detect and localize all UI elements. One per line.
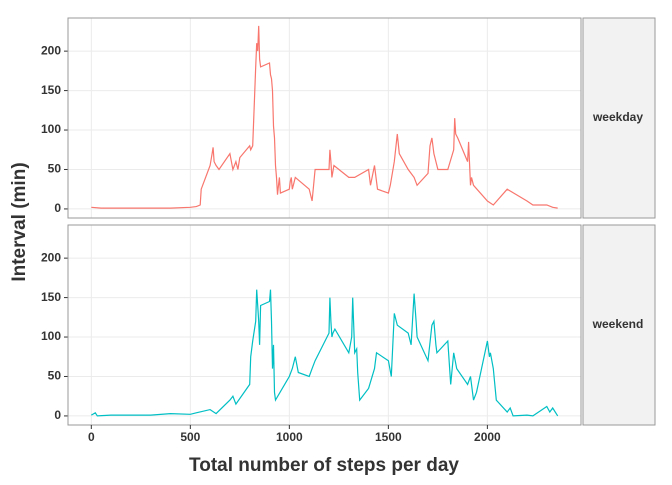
y-tick-label: 50 [48, 162, 62, 176]
strip-label: weekday [592, 110, 643, 124]
y-tick-label: 100 [41, 122, 61, 136]
x-tick-label: 1000 [276, 430, 303, 444]
x-tick-label: 500 [180, 430, 200, 444]
strip [582, 17, 656, 219]
y-tick-label: 100 [41, 329, 61, 343]
y-tick-label: 50 [48, 369, 62, 383]
panel [68, 225, 581, 425]
y-tick-label: 0 [54, 408, 61, 422]
line [91, 289, 559, 417]
x-tick-label: 1500 [375, 430, 402, 444]
x-tick-label: 0 [88, 430, 95, 444]
strip [582, 224, 656, 426]
panel [68, 18, 581, 218]
y-tick-label: 0 [54, 201, 61, 215]
y-tick-label: 200 [41, 250, 61, 264]
x-axis-title: Total number of steps per day [189, 455, 459, 476]
y-axis-title: Interval (min) [9, 162, 30, 281]
x-tick-label: 2000 [474, 430, 501, 444]
y-tick-label: 150 [41, 83, 61, 97]
y-tick-label: 150 [41, 290, 61, 304]
panel-border [67, 17, 582, 219]
line [91, 25, 558, 209]
y-tick-label: 200 [41, 43, 61, 57]
strip-label: weekend [592, 317, 644, 331]
panel-border [67, 224, 582, 426]
